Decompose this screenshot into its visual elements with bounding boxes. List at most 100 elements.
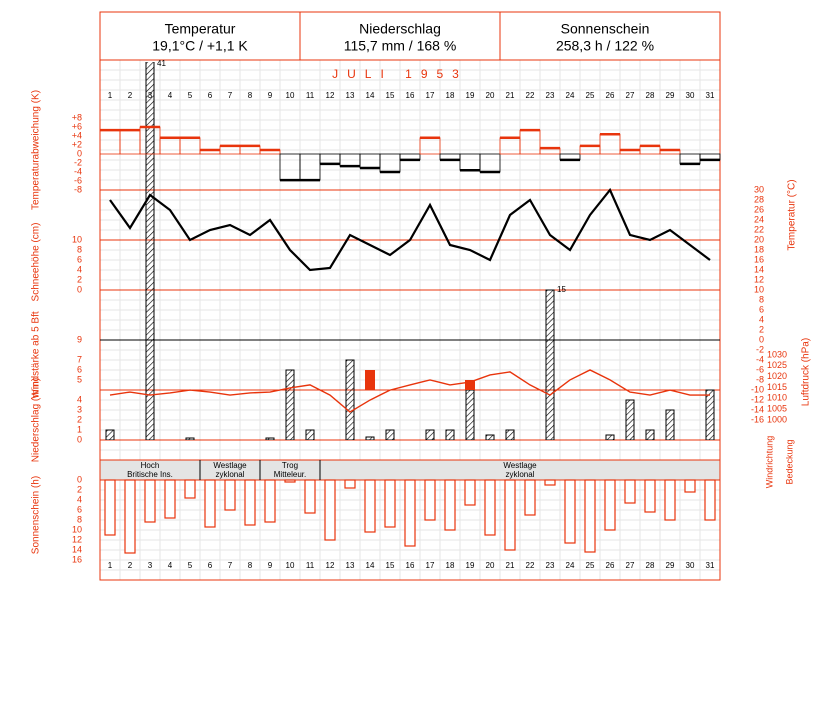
- y-tick-label: -12: [751, 394, 764, 404]
- y-tick-label: 20: [754, 234, 764, 244]
- weather-type-label: Mitteleur.: [274, 470, 306, 479]
- sunshine-bar: [124, 479, 136, 554]
- y-tick-label: 12: [72, 534, 82, 544]
- sunshine-bar: [484, 479, 496, 536]
- sunshine-bar: [564, 479, 576, 544]
- plot-area: [105, 62, 715, 440]
- x-tick-label: 12: [326, 561, 335, 570]
- header-label: Sonnenschein: [561, 21, 650, 37]
- y-tick-label: 2: [759, 324, 764, 334]
- y-tick-label: 4: [77, 264, 82, 274]
- header-label: Temperatur: [165, 21, 236, 37]
- x-tick-label: 29: [666, 91, 675, 100]
- y-tick-label: +6: [72, 121, 82, 131]
- y-tick-label: -14: [751, 404, 764, 414]
- deviation-bar: [319, 153, 341, 165]
- x-tick-label: 19: [466, 91, 475, 100]
- x-tick-label: 5: [188, 561, 193, 570]
- precipitation-bar: [545, 289, 555, 440]
- sunshine-bar: [324, 479, 336, 541]
- precipitation-bar: [665, 409, 675, 440]
- y-tick-label: 30: [754, 184, 764, 194]
- x-tick-label: 25: [586, 91, 595, 100]
- x-tick-label: 1: [108, 91, 113, 100]
- sunshine-bar: [524, 479, 536, 516]
- x-tick-label: 26: [606, 91, 615, 100]
- weather-type-label: Britische Ins.: [127, 470, 173, 479]
- precipitation-bar: [345, 359, 355, 440]
- x-tick-label: 10: [286, 91, 295, 100]
- y-tick-label: 0: [759, 334, 764, 344]
- y-tick-label: 6: [759, 304, 764, 314]
- x-tick-label: 26: [606, 561, 615, 570]
- deviation-bar: [279, 153, 301, 181]
- x-tick-label: 14: [366, 561, 375, 570]
- y-tick-label: -4: [756, 354, 764, 364]
- y-tick-label: 6: [77, 504, 82, 514]
- x-tick-label: 14: [366, 91, 375, 100]
- y-tick-label: 1010: [767, 393, 787, 403]
- x-tick-label: 4: [168, 91, 173, 100]
- x-tick-label: 13: [346, 91, 355, 100]
- x-tick-label: 13: [346, 561, 355, 570]
- side-label: Bedeckung: [784, 439, 794, 484]
- weather-type-label: zyklonal: [216, 470, 245, 479]
- x-tick-label: 11: [306, 91, 315, 100]
- deviation-bar: [479, 153, 501, 173]
- chart-title: JULI 1953: [332, 67, 468, 81]
- x-tick-label: 29: [666, 561, 675, 570]
- y-tick-label: 3: [77, 404, 82, 414]
- y-tick-label: 0: [77, 284, 82, 294]
- sunshine-bar: [184, 479, 196, 499]
- x-tick-label: 24: [566, 91, 575, 100]
- weather-type-label: Westlage: [503, 461, 537, 470]
- x-tick-label: 16: [406, 91, 415, 100]
- x-tick-label: 28: [646, 91, 655, 100]
- sunshine-bar: [364, 479, 376, 533]
- sunshine-bar: [504, 479, 516, 551]
- y-tick-label: -8: [756, 374, 764, 384]
- x-tick-label: 18: [446, 561, 455, 570]
- x-tick-label: 31: [706, 561, 715, 570]
- sunshine-bar: [104, 479, 116, 536]
- x-tick-label: 5: [188, 91, 193, 100]
- x-tick-label: 6: [208, 561, 213, 570]
- x-tick-label: 3: [148, 561, 153, 570]
- axis-label: Temperaturabweichung (K): [31, 90, 42, 210]
- y-tick-label: -16: [751, 414, 764, 424]
- y-tick-label: 12: [754, 274, 764, 284]
- x-tick-label: 16: [406, 561, 415, 570]
- precipitation-bar: [645, 429, 655, 440]
- sunshine-bar: [684, 479, 696, 493]
- y-tick-label: 4: [77, 394, 82, 404]
- precipitation-bar: [425, 429, 435, 440]
- x-tick-label: 22: [526, 561, 535, 570]
- precipitation-bar: [385, 429, 395, 440]
- y-tick-label: 2: [77, 274, 82, 284]
- y-tick-label: -10: [751, 384, 764, 394]
- y-tick-label: 1015: [767, 382, 787, 392]
- x-tick-label: 19: [466, 561, 475, 570]
- sunshine-bar: [544, 479, 556, 486]
- header-value: 258,3 h / 122 %: [556, 38, 654, 54]
- sunshine-bar: [664, 479, 676, 521]
- x-tick-label: 2: [128, 561, 133, 570]
- weather-type-label: Trog: [282, 461, 298, 470]
- sunshine-bar: [464, 479, 476, 506]
- y-tick-label: +4: [72, 130, 82, 140]
- x-tick-label: 7: [228, 91, 233, 100]
- y-tick-label: 4: [759, 314, 764, 324]
- deviation-bar: [379, 153, 401, 173]
- sunshine-bar: [284, 479, 296, 483]
- x-tick-label: 20: [486, 561, 495, 570]
- precipitation-bar: [605, 434, 615, 440]
- sunshine-bar: [224, 479, 236, 511]
- y-tick-label: 18: [754, 244, 764, 254]
- axis-label: Luftdruck (hPa): [801, 338, 812, 406]
- x-tick-label: 9: [268, 91, 273, 100]
- x-tick-label: 9: [268, 561, 273, 570]
- sunshine-bar: [424, 479, 436, 521]
- deviation-bar: [459, 153, 481, 171]
- x-tick-label: 12: [326, 91, 335, 100]
- y-tick-label: 0: [77, 474, 82, 484]
